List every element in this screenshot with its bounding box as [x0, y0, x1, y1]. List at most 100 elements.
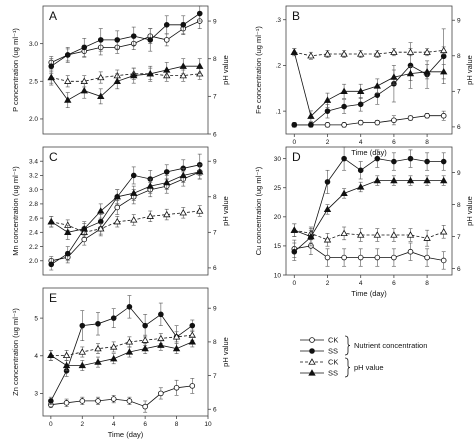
panel-e: 3 4 5 6 7 8 9 0 2 4 6 8 10 E Zn concentration (ug ml⁻¹…	[11, 287, 230, 439]
data-point	[48, 398, 54, 404]
y-tick-label: 5	[34, 315, 38, 322]
data-point	[158, 390, 164, 397]
data-point	[341, 103, 347, 110]
data-point	[163, 37, 170, 43]
series-line	[51, 171, 200, 262]
y2-axis-label: pH value	[221, 196, 230, 226]
data-point	[81, 44, 88, 51]
legend-brace-nutrient	[344, 335, 351, 356]
data-point	[47, 351, 55, 359]
data-point	[163, 66, 171, 73]
data-point	[172, 333, 181, 340]
y-tick-label: 3	[34, 391, 38, 398]
data-point	[130, 216, 138, 223]
series-line	[50, 306, 193, 402]
data-point	[94, 344, 102, 352]
data-point	[307, 232, 315, 240]
y2-tick-label: 8	[213, 339, 217, 346]
panel-label: D	[292, 150, 301, 164]
y2-tick-label: 9	[213, 18, 217, 25]
y-tick-label: 20	[274, 214, 282, 221]
data-point	[341, 254, 347, 261]
data-point	[146, 182, 154, 189]
data-point	[97, 73, 105, 81]
series-ss-ph	[290, 48, 448, 122]
data-point	[189, 322, 196, 329]
data-point	[440, 112, 447, 119]
x-tick-label: 0	[292, 280, 296, 287]
y-tick-label: 10	[274, 272, 282, 279]
data-point	[97, 207, 105, 214]
data-point	[95, 398, 101, 404]
data-point	[373, 231, 381, 238]
data-point	[406, 231, 415, 238]
data-point	[125, 348, 134, 355]
y2-tick-label: 9	[457, 170, 461, 177]
y-axis-label: Zn concentration (ug ml⁻¹)	[11, 308, 20, 396]
data-point	[79, 322, 86, 329]
data-point	[163, 178, 171, 186]
y2-tick-label: 6	[213, 407, 217, 414]
data-point	[390, 231, 398, 238]
x-axis-label: Time (day)	[108, 430, 144, 439]
data-point	[130, 71, 138, 79]
series-ck-ph	[290, 223, 448, 247]
data-point	[290, 226, 298, 233]
data-point	[357, 254, 364, 261]
x-tick-label: 10	[204, 421, 212, 428]
data-point	[97, 224, 105, 232]
y-tick-label: 2.5	[29, 79, 38, 86]
data-point	[440, 67, 448, 75]
y2-tick-label: 8	[213, 194, 217, 201]
data-point	[440, 53, 447, 60]
y2-tick-label: 8	[213, 56, 217, 63]
y2-axis-label: pH value	[465, 196, 474, 226]
y2-tick-label: 7	[457, 89, 461, 96]
series-line	[51, 73, 200, 82]
series-line	[50, 65, 200, 101]
data-point	[113, 217, 121, 225]
y-tick-label: 2.6	[29, 215, 38, 222]
series-line	[51, 13, 201, 67]
series-ss-ph	[290, 175, 448, 244]
legend-brace-ph	[344, 357, 351, 378]
y-tick-label: 2.8	[29, 201, 38, 208]
data-point	[423, 67, 431, 75]
data-point	[357, 167, 364, 174]
series-ss-ph	[47, 336, 196, 371]
data-point	[373, 50, 381, 57]
data-point	[308, 122, 314, 128]
x-tick-label: 2	[326, 139, 330, 146]
data-point	[48, 63, 55, 70]
data-point	[407, 155, 414, 162]
x-tick-label: 6	[392, 139, 396, 146]
plot-frame	[285, 146, 453, 276]
data-point	[374, 254, 381, 261]
data-point	[141, 344, 149, 352]
data-point	[95, 320, 101, 327]
y-tick-label: 30	[274, 156, 282, 163]
data-point	[113, 77, 121, 84]
x-tick-label: 8	[425, 139, 429, 146]
data-point	[110, 396, 117, 402]
data-point	[373, 82, 381, 89]
data-point	[324, 122, 331, 128]
x-tick-label: 8	[425, 280, 429, 287]
x-tick-label: 4	[359, 280, 363, 287]
panel-a: 2.0 2.5 3.0 6 7 8 9 A P concentration (ug ml⁻¹) p…	[11, 5, 230, 138]
legend-label: CK	[328, 358, 338, 367]
data-point	[94, 358, 102, 365]
y2-axis-label: pH value	[221, 55, 230, 85]
data-point	[110, 343, 118, 350]
data-point	[97, 92, 105, 100]
y2-tick-label: 6	[457, 124, 461, 131]
legend-marker	[308, 369, 316, 376]
data-point	[357, 101, 364, 108]
legend-label: SS	[328, 347, 338, 356]
y-tick-label: 3.4	[29, 159, 38, 166]
data-point	[163, 169, 170, 175]
y2-axis-label: pH value	[465, 55, 474, 85]
data-point	[291, 248, 298, 255]
data-point	[357, 50, 365, 57]
